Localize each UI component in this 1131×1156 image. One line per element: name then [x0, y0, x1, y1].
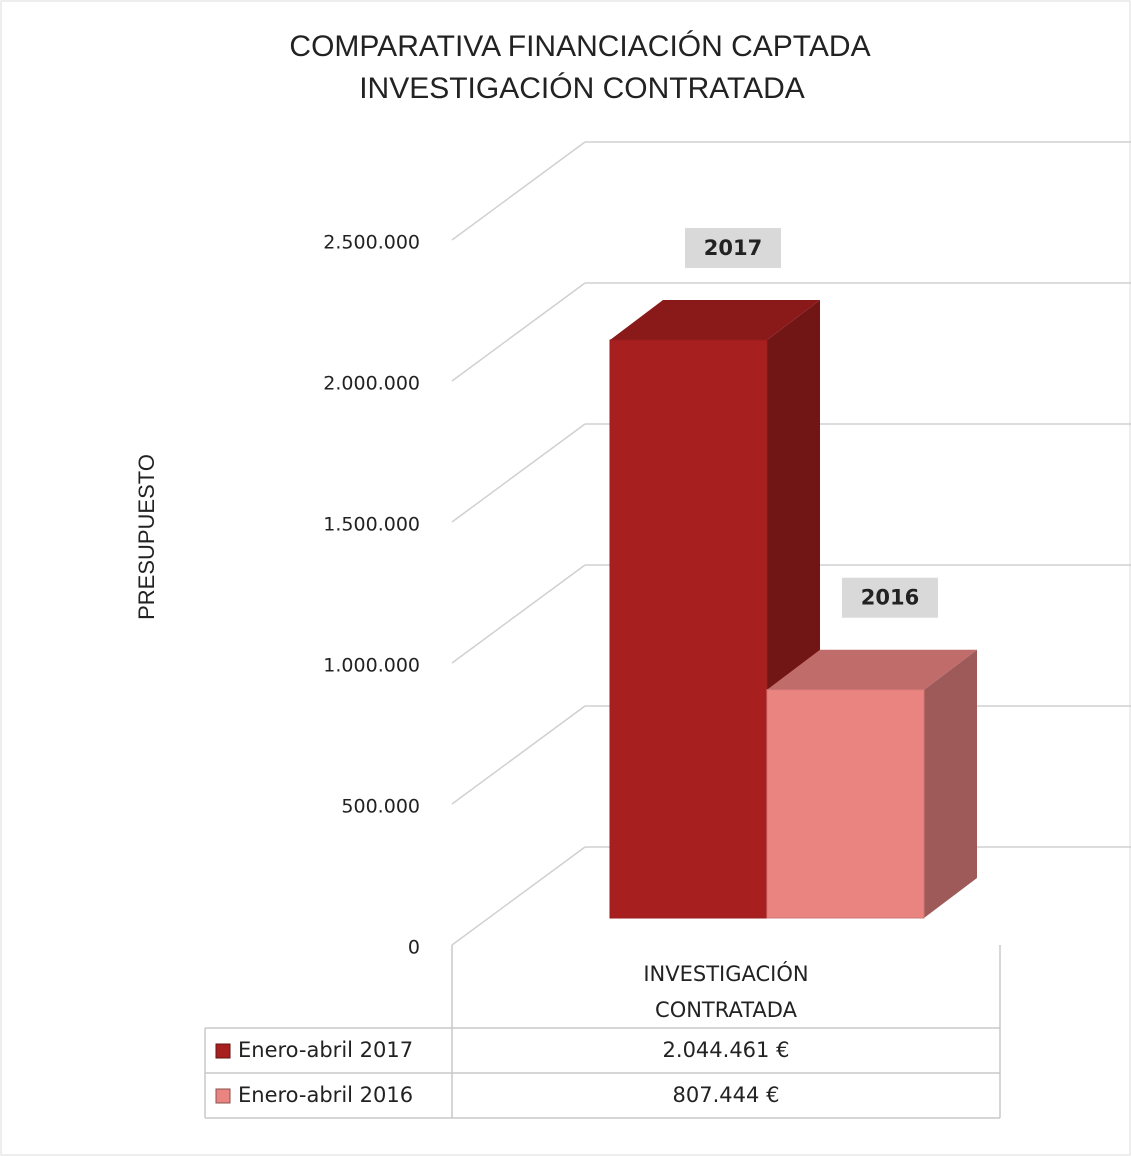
grid-line	[451, 423, 586, 523]
legend-swatch	[215, 1088, 231, 1104]
grid-line	[451, 141, 586, 241]
annotation-box	[842, 577, 938, 618]
grid-line	[451, 705, 586, 805]
bar-side	[924, 649, 977, 918]
y-tick-label: 500.000	[341, 796, 420, 818]
bar-top	[767, 649, 977, 690]
value-label: 2.044.461 €	[663, 1038, 790, 1062]
grid-line	[451, 282, 586, 382]
bar	[609, 339, 768, 919]
legend-swatch	[215, 1043, 231, 1059]
chart-title: COMPARATIVA FINANCIACIÓN CAPTADA	[289, 30, 870, 63]
legend-label: Enero-abril 2016	[238, 1083, 413, 1107]
value-label: 807.444 €	[673, 1083, 780, 1107]
x-tick-label: INVESTIGACIÓN CONTRATADA	[643, 961, 808, 1022]
annotation-box	[685, 227, 781, 268]
annotation: 2017	[704, 236, 762, 260]
bar	[766, 689, 925, 919]
y-tick-label: 0	[408, 937, 420, 959]
y-tick-label: 1.000.000	[323, 655, 420, 677]
y-axis-label: PRESUPUESTO	[134, 454, 159, 620]
y-tick-label: 1.500.000	[323, 514, 420, 536]
legend-label: Enero-abril 2017	[238, 1038, 413, 1062]
grid-line	[451, 564, 586, 664]
y-tick-label: 2.000.000	[323, 373, 420, 395]
y-tick-label: 2.500.000	[323, 232, 420, 254]
grid-line	[451, 846, 586, 946]
bar-top	[610, 299, 820, 340]
annotation: 2016	[861, 586, 919, 610]
chart-title: INVESTIGACIÓN CONTRATADA	[359, 72, 805, 105]
